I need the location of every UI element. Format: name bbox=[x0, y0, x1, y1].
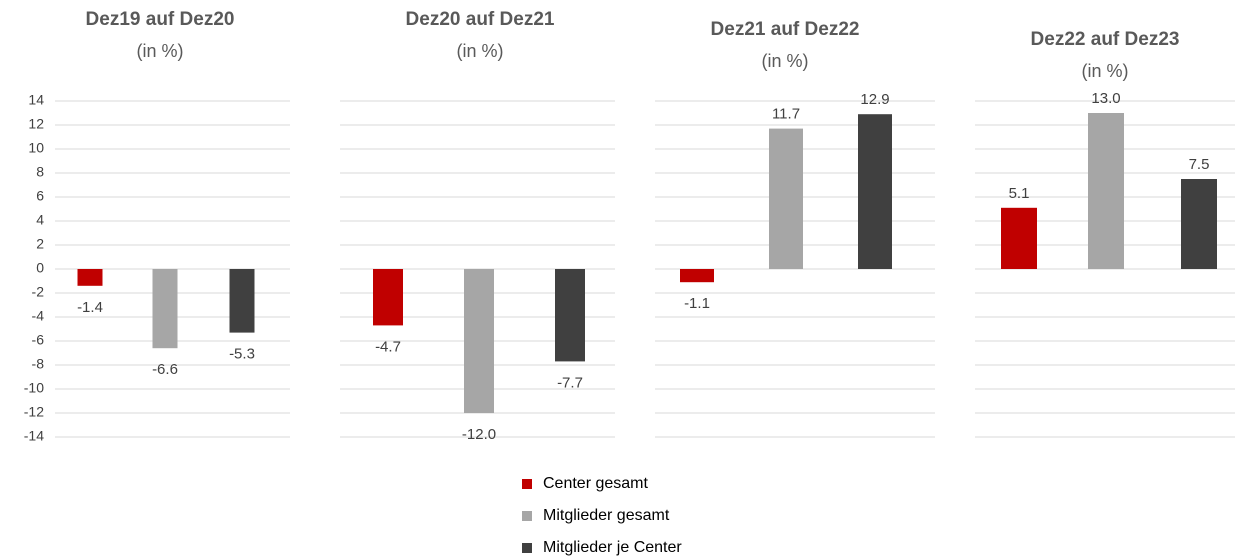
panel-title: Dez19 auf Dez20 bbox=[86, 9, 235, 30]
bar bbox=[1088, 113, 1124, 269]
y-tick-label: -4 bbox=[32, 308, 45, 324]
legend-label: Mitglieder je Center bbox=[543, 539, 682, 556]
y-tick-label: -2 bbox=[32, 284, 45, 300]
bar bbox=[769, 128, 803, 269]
panel-subtitle: (in %) bbox=[456, 41, 503, 61]
bar bbox=[464, 269, 494, 413]
bar bbox=[152, 269, 178, 349]
bar bbox=[373, 269, 403, 326]
y-tick-label: -10 bbox=[24, 380, 44, 396]
bar bbox=[555, 269, 585, 362]
y-tick-label: -14 bbox=[24, 428, 44, 444]
y-tick-label: -8 bbox=[32, 356, 45, 372]
bar bbox=[1181, 179, 1217, 269]
bar bbox=[858, 114, 892, 269]
y-tick-label: 10 bbox=[28, 140, 44, 156]
y-tick-label: -6 bbox=[32, 332, 45, 348]
legend-label: Mitglieder gesamt bbox=[543, 507, 670, 524]
value-label: -6.6 bbox=[152, 361, 178, 378]
value-label: 11.7 bbox=[772, 106, 800, 123]
legend-swatch bbox=[522, 543, 532, 553]
y-tick-label: -12 bbox=[24, 404, 44, 420]
value-label: 7.5 bbox=[1189, 156, 1210, 173]
panel-title: Dez21 auf Dez22 bbox=[711, 19, 860, 40]
bar bbox=[229, 269, 255, 333]
value-label: 12.9 bbox=[860, 91, 889, 108]
value-label: 13.0 bbox=[1091, 90, 1120, 107]
value-label: -5.3 bbox=[229, 346, 255, 363]
legend-label: Center gesamt bbox=[543, 475, 648, 492]
value-label: -1.1 bbox=[684, 295, 710, 312]
value-label: 5.1 bbox=[1009, 185, 1030, 202]
value-label: -7.7 bbox=[557, 374, 583, 391]
panel-subtitle: (in %) bbox=[1081, 61, 1128, 81]
y-tick-label: 14 bbox=[28, 92, 44, 108]
bar bbox=[77, 269, 103, 286]
y-tick-label: 6 bbox=[36, 188, 44, 204]
value-label: -1.4 bbox=[77, 299, 103, 316]
value-label: -4.7 bbox=[375, 338, 401, 355]
bar bbox=[1001, 207, 1037, 269]
y-tick-label: 4 bbox=[36, 212, 44, 228]
panel-subtitle: (in %) bbox=[761, 51, 808, 71]
panel-title: Dez22 auf Dez23 bbox=[1031, 29, 1180, 50]
value-label: -12.0 bbox=[462, 426, 496, 443]
panel-subtitle: (in %) bbox=[136, 41, 183, 61]
legend-swatch bbox=[522, 511, 532, 521]
y-tick-label: 12 bbox=[28, 116, 44, 132]
panel-title: Dez20 auf Dez21 bbox=[406, 9, 555, 30]
y-tick-label: 2 bbox=[36, 236, 44, 252]
y-tick-label: 8 bbox=[36, 164, 44, 180]
bar bbox=[680, 269, 714, 283]
y-tick-label: 0 bbox=[36, 260, 44, 276]
legend-swatch bbox=[522, 479, 532, 489]
